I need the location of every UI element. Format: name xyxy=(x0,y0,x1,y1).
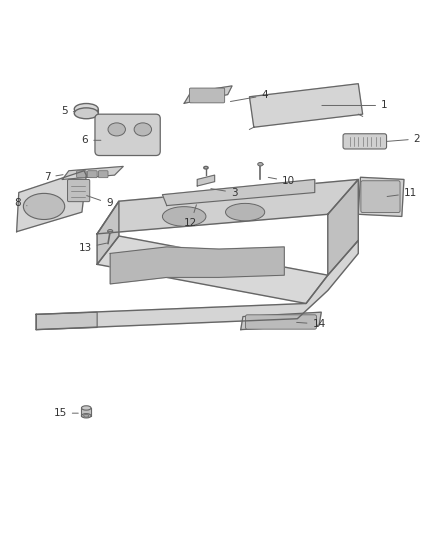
Text: 4: 4 xyxy=(230,91,268,101)
Polygon shape xyxy=(358,177,404,216)
Text: 8: 8 xyxy=(14,198,27,208)
Ellipse shape xyxy=(162,207,206,226)
Polygon shape xyxy=(36,312,97,329)
FancyBboxPatch shape xyxy=(361,181,400,213)
Text: 1: 1 xyxy=(322,100,388,110)
Text: 2: 2 xyxy=(387,134,420,144)
Text: 9: 9 xyxy=(87,196,113,208)
FancyBboxPatch shape xyxy=(99,171,108,177)
FancyBboxPatch shape xyxy=(88,171,97,177)
Polygon shape xyxy=(97,201,119,264)
Polygon shape xyxy=(250,84,363,127)
Ellipse shape xyxy=(226,204,265,221)
Polygon shape xyxy=(241,312,321,329)
Ellipse shape xyxy=(258,163,263,166)
Polygon shape xyxy=(17,171,86,232)
Ellipse shape xyxy=(108,230,113,233)
Polygon shape xyxy=(162,180,315,206)
Polygon shape xyxy=(328,180,358,275)
Ellipse shape xyxy=(81,406,91,410)
Polygon shape xyxy=(74,109,98,114)
Text: 10: 10 xyxy=(268,176,295,186)
Ellipse shape xyxy=(23,193,65,220)
FancyBboxPatch shape xyxy=(343,134,387,149)
Ellipse shape xyxy=(108,123,125,136)
FancyBboxPatch shape xyxy=(77,171,86,177)
Ellipse shape xyxy=(134,123,152,136)
Text: 11: 11 xyxy=(387,188,417,198)
Text: 12: 12 xyxy=(184,205,198,228)
Ellipse shape xyxy=(81,414,91,418)
FancyBboxPatch shape xyxy=(189,88,225,103)
Text: 13: 13 xyxy=(78,243,106,253)
Polygon shape xyxy=(97,236,328,303)
FancyBboxPatch shape xyxy=(67,180,90,201)
FancyBboxPatch shape xyxy=(246,315,317,329)
Polygon shape xyxy=(97,180,358,234)
Polygon shape xyxy=(81,408,91,416)
Text: 7: 7 xyxy=(44,172,63,182)
Ellipse shape xyxy=(74,103,98,115)
Text: 6: 6 xyxy=(81,135,101,146)
Text: 3: 3 xyxy=(211,188,237,198)
Polygon shape xyxy=(36,240,358,329)
Text: 5: 5 xyxy=(61,106,75,116)
FancyBboxPatch shape xyxy=(95,114,160,156)
Ellipse shape xyxy=(204,166,208,169)
Text: 14: 14 xyxy=(297,319,326,329)
Polygon shape xyxy=(184,86,232,103)
Ellipse shape xyxy=(84,415,89,417)
Polygon shape xyxy=(62,166,123,180)
Polygon shape xyxy=(110,247,284,284)
Text: 15: 15 xyxy=(53,408,78,418)
Polygon shape xyxy=(197,175,215,186)
Ellipse shape xyxy=(74,108,98,119)
